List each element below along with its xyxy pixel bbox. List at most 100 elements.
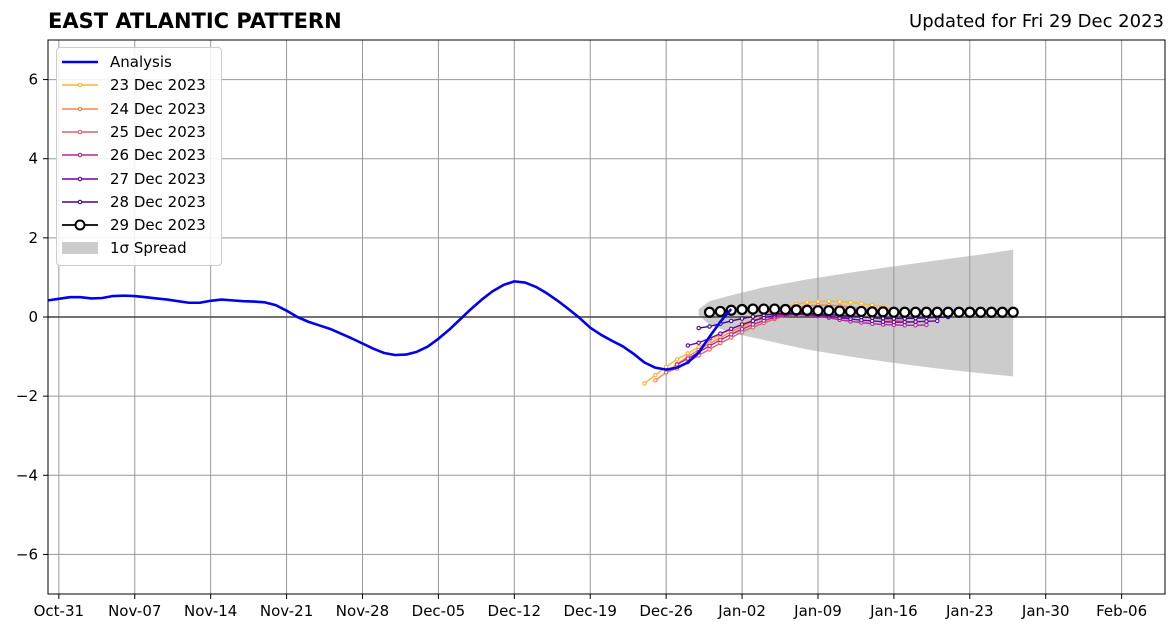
updated-date: Updated for Fri 29 Dec 2023 bbox=[909, 11, 1164, 32]
legend-label: Analysis bbox=[110, 53, 172, 71]
y-tick-label: 4 bbox=[28, 150, 38, 168]
x-tick-label: Dec-19 bbox=[563, 602, 617, 620]
series-point bbox=[779, 303, 792, 316]
series-point bbox=[985, 306, 998, 318]
y-tick-label: 6 bbox=[28, 71, 38, 89]
series-point bbox=[750, 318, 756, 324]
legend-label: 27 Dec 2023 bbox=[110, 169, 206, 188]
series-layer bbox=[47, 280, 1019, 386]
legend-marker bbox=[77, 83, 83, 88]
series-point bbox=[913, 323, 918, 328]
legend-swatch bbox=[62, 60, 98, 64]
series-point bbox=[823, 305, 835, 317]
legend-swatch bbox=[62, 219, 98, 231]
legend-swatch bbox=[62, 176, 98, 181]
series-point bbox=[812, 305, 824, 317]
series-point bbox=[703, 306, 716, 318]
series-point bbox=[964, 306, 976, 318]
series-point bbox=[728, 326, 734, 332]
x-tick-label: Dec-26 bbox=[639, 602, 693, 620]
legend-patch bbox=[62, 242, 98, 255]
legend-item: 26 Dec 2023 bbox=[57, 145, 223, 165]
series-point bbox=[768, 303, 781, 315]
series-point bbox=[924, 319, 929, 324]
legend-marker bbox=[74, 219, 86, 231]
x-tick-label: Dec-12 bbox=[488, 602, 542, 620]
legend-swatch bbox=[62, 242, 98, 255]
legend-label: 26 Dec 2023 bbox=[110, 146, 206, 165]
series-point bbox=[718, 337, 723, 343]
series-point bbox=[899, 306, 911, 318]
series-point bbox=[855, 305, 867, 318]
legend-marker bbox=[77, 129, 83, 135]
series-point bbox=[739, 327, 745, 332]
y-tick-label: −4 bbox=[16, 466, 38, 484]
legend-marker bbox=[77, 199, 83, 205]
x-tick-label: Nov-14 bbox=[184, 602, 237, 620]
series-point bbox=[804, 300, 810, 305]
legend-label: 29 Dec 2023 bbox=[110, 216, 206, 235]
x-tick-label: Jan-30 bbox=[1021, 602, 1070, 620]
series-point bbox=[718, 331, 723, 336]
series-point bbox=[674, 357, 680, 362]
series-point bbox=[815, 299, 821, 304]
legend-marker bbox=[77, 176, 83, 181]
series-point bbox=[642, 381, 647, 386]
legend-item: 23 Dec 2023 bbox=[57, 75, 223, 95]
legend-marker bbox=[77, 106, 83, 111]
series-point bbox=[909, 306, 922, 318]
x-tick-label: Nov-21 bbox=[260, 602, 313, 620]
series-point bbox=[935, 318, 940, 324]
series-point bbox=[996, 306, 1008, 318]
series-point bbox=[696, 340, 701, 345]
y-tick-label: −6 bbox=[16, 545, 38, 563]
spread-layer bbox=[698, 249, 1014, 377]
x-tick-label: Feb-06 bbox=[1096, 602, 1147, 620]
series-point bbox=[653, 372, 658, 378]
series-point bbox=[801, 304, 813, 316]
y-tick-label: 2 bbox=[28, 229, 38, 247]
legend-label: 1σ Spread bbox=[110, 239, 187, 258]
series-point bbox=[758, 303, 770, 315]
legend: Analysis 23 Dec 2023 24 Dec 2023 25 Dec 202… bbox=[56, 47, 222, 266]
series-point bbox=[728, 332, 734, 337]
x-tick-label: Nov-28 bbox=[336, 602, 389, 620]
x-tick-label: Oct-31 bbox=[34, 602, 84, 620]
chart-title: EAST ATLANTIC PATTERN bbox=[48, 9, 342, 33]
legend-item: Analysis bbox=[57, 52, 223, 72]
series-point bbox=[663, 370, 669, 375]
series-point bbox=[707, 343, 712, 349]
legend-label: 24 Dec 2023 bbox=[110, 99, 206, 118]
series-point bbox=[728, 318, 734, 324]
legend-item: 28 Dec 2023 bbox=[57, 192, 223, 212]
series-point bbox=[747, 303, 759, 315]
series-point bbox=[975, 306, 987, 318]
series-point bbox=[685, 343, 691, 348]
analysis-line bbox=[47, 280, 733, 371]
legend-item: 1σ Spread bbox=[57, 238, 223, 258]
series-point bbox=[834, 305, 846, 317]
series-point bbox=[674, 362, 680, 367]
series-point bbox=[696, 325, 701, 331]
series-point bbox=[920, 306, 933, 318]
series-point bbox=[739, 322, 745, 327]
series-point bbox=[866, 306, 878, 318]
legend-swatch bbox=[62, 129, 98, 135]
legend-item: 29 Dec 2023 bbox=[57, 215, 223, 235]
x-tick-label: Jan-16 bbox=[869, 602, 918, 620]
series-point bbox=[931, 306, 943, 318]
series-point bbox=[653, 378, 658, 383]
legend-label: 25 Dec 2023 bbox=[110, 122, 206, 141]
series-point bbox=[736, 303, 748, 316]
series-point bbox=[707, 324, 712, 329]
legend-label: 28 Dec 2023 bbox=[110, 192, 206, 211]
series-point bbox=[750, 314, 756, 319]
series-point bbox=[1007, 306, 1019, 318]
x-tick-label: Jan-09 bbox=[793, 602, 842, 620]
x-tick-label: Nov-07 bbox=[108, 602, 161, 620]
series-point bbox=[953, 306, 965, 318]
series-point bbox=[888, 306, 900, 318]
legend-marker bbox=[77, 152, 83, 158]
series-point bbox=[924, 322, 929, 328]
